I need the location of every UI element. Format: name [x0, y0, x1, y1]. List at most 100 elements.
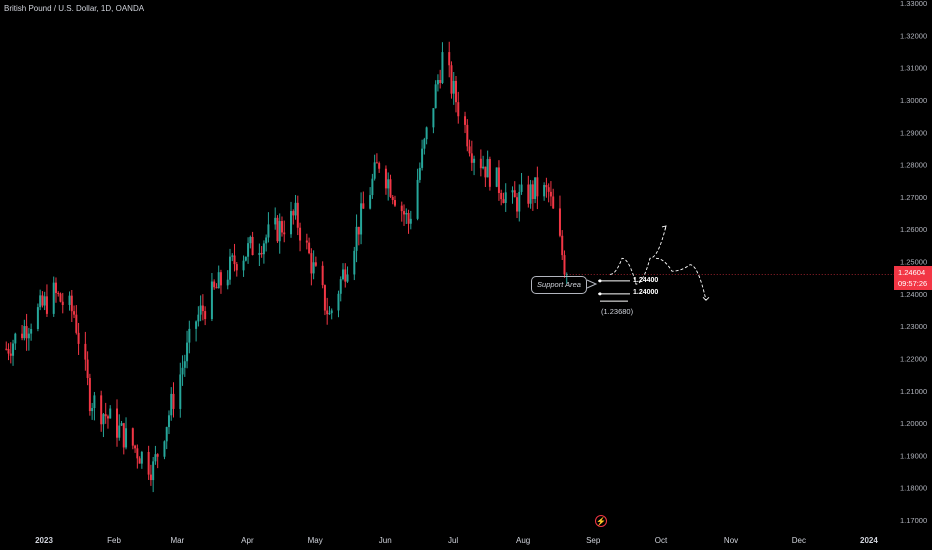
candle-body [292, 211, 295, 216]
candle-body [457, 102, 460, 117]
candle-body [314, 262, 317, 266]
candle-body [23, 326, 26, 339]
candle-body [276, 217, 279, 242]
candle-body [183, 361, 186, 368]
candle-body [373, 162, 376, 179]
lightning-icon[interactable]: ⚡ [595, 515, 607, 527]
candle-body [552, 196, 555, 209]
candle-body [163, 441, 166, 457]
candle-body [149, 474, 152, 481]
candle-body [260, 252, 263, 255]
candle-body [296, 202, 299, 228]
candle-body [125, 428, 128, 448]
candle-body [242, 260, 245, 271]
candle-body [520, 184, 523, 192]
candle-body [488, 159, 491, 187]
candle-body [470, 153, 473, 163]
candle-body [25, 326, 28, 339]
x-tick-label: Feb [107, 536, 121, 545]
y-tick-label: 1.21000 [900, 387, 927, 396]
candle-body [233, 255, 236, 265]
candle-body [199, 305, 202, 315]
candles-group [5, 41, 568, 493]
candle-body [134, 445, 137, 449]
y-tick-label: 1.19000 [900, 451, 927, 460]
candle-body [473, 158, 476, 163]
callout-pointer [586, 279, 598, 289]
candle-body [355, 226, 358, 251]
candle-body [439, 79, 442, 83]
candle-body [70, 295, 73, 312]
support-area-callout[interactable]: Support Area [531, 276, 587, 294]
candle-body [353, 250, 356, 275]
x-tick-label: Mar [170, 536, 184, 545]
level-lower-dot [598, 292, 602, 296]
candle-body [131, 428, 134, 446]
y-tick-label: 1.28000 [900, 161, 927, 170]
candle-body [154, 454, 157, 462]
candle-body [100, 395, 103, 425]
candle-body [140, 451, 143, 464]
x-tick-label: Apr [241, 536, 254, 545]
x-tick-label: May [308, 536, 323, 545]
candle-body [12, 343, 15, 356]
candle-body [518, 191, 521, 212]
candle-body [251, 236, 254, 256]
candle-body [407, 213, 410, 224]
candle-body [217, 272, 220, 289]
chart-title: British Pound / U.S. Dollar, 1D, OANDA [4, 4, 145, 13]
candle-body [181, 367, 184, 375]
candle-body [486, 159, 489, 178]
candle-body [106, 416, 109, 419]
candle-body [88, 378, 91, 412]
candle-body [561, 235, 564, 256]
candle-body [416, 179, 419, 219]
candle-body [421, 148, 424, 168]
candle-body [104, 414, 107, 417]
candle-body [389, 179, 392, 197]
candle-body [464, 116, 467, 125]
candle-body [45, 296, 48, 314]
candle-body [549, 191, 552, 197]
candle-body [21, 333, 24, 339]
candle-body [138, 458, 141, 464]
candle-body [235, 264, 238, 271]
candle-body [497, 167, 500, 193]
candle-body [186, 342, 189, 362]
candle-body [434, 84, 437, 109]
candle-body [545, 184, 548, 188]
candle-body [294, 202, 297, 216]
candle-body [529, 184, 532, 204]
candle-body [274, 217, 277, 225]
candle-body [290, 211, 293, 235]
projection-path-up [609, 225, 667, 285]
candle-body [504, 192, 507, 203]
annotations-group [566, 225, 932, 302]
candle-body [362, 203, 365, 209]
x-tick-label: Jun [379, 536, 392, 545]
y-tick-label: 1.30000 [900, 96, 927, 105]
candle-body [330, 310, 333, 314]
candle-body [502, 199, 505, 203]
x-tick-label: 2023 [35, 536, 53, 545]
candle-body [448, 52, 451, 66]
candle-body [267, 224, 270, 238]
candle-body [450, 65, 453, 94]
x-axis: 2023 Feb Mar Apr May Jun Jul Aug Sep Oct Nov Dec 202… [35, 536, 878, 545]
y-tick-label: 1.24000 [900, 290, 927, 299]
y-tick-label: 1.22000 [900, 354, 927, 363]
x-tick-label: Jul [448, 536, 458, 545]
candle-body [441, 52, 444, 83]
candle-body [339, 279, 342, 294]
candle-body [479, 158, 482, 169]
candle-body [165, 427, 168, 442]
candle-body [59, 293, 62, 302]
y-tick-label: 1.33000 [900, 0, 927, 8]
candle-body [547, 187, 550, 192]
candle-body [262, 243, 265, 255]
candle-body [393, 200, 396, 206]
candle-body [36, 307, 39, 330]
candle-body [247, 243, 250, 257]
candle-body [172, 393, 175, 409]
